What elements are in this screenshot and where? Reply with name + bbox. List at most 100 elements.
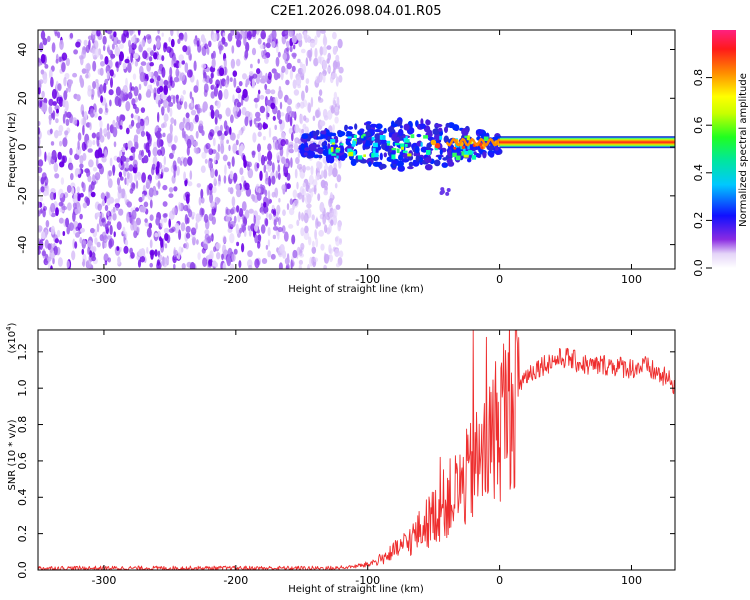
- noise-speck: [224, 42, 228, 47]
- cluster-speck: [470, 144, 474, 151]
- noise-speck: [83, 39, 88, 47]
- noise-speck: [63, 90, 68, 101]
- noise-speck: [281, 225, 286, 234]
- noise-speck: [104, 260, 108, 266]
- cluster-speck: [421, 149, 425, 153]
- noise-speck: [297, 151, 301, 159]
- y-tick-label: -20: [16, 187, 29, 205]
- cluster-hotspot: [405, 136, 408, 140]
- noise-speck: [202, 257, 208, 268]
- noise-speck: [329, 254, 333, 263]
- noise-speck: [143, 201, 149, 208]
- noise-speck: [65, 118, 70, 126]
- noise-speck: [292, 53, 297, 59]
- noise-speck: [106, 123, 110, 131]
- noise-speck: [257, 151, 262, 163]
- noise-speck: [246, 163, 250, 171]
- noise-speck: [313, 257, 319, 263]
- noise-speck: [150, 88, 154, 94]
- noise-speck: [251, 78, 256, 89]
- noise-speck: [221, 253, 224, 260]
- noise-speck: [141, 206, 147, 213]
- noise-speck: [255, 116, 261, 122]
- cluster-hotspot: [466, 135, 470, 141]
- noise-speck: [238, 81, 243, 87]
- noise-speck: [161, 123, 165, 129]
- cluster-hotspot: [464, 151, 470, 156]
- noise-speck: [48, 117, 52, 125]
- noise-speck: [222, 244, 227, 256]
- noise-speck: [134, 106, 140, 114]
- noise-speck: [332, 97, 336, 108]
- cluster-speck: [407, 166, 414, 170]
- cluster-speck: [327, 143, 331, 151]
- noise-speck: [74, 241, 78, 249]
- noise-speck: [220, 143, 225, 154]
- noise-speck: [279, 244, 285, 254]
- noise-speck: [104, 204, 109, 212]
- noise-speck: [120, 94, 126, 103]
- noise-speck: [272, 115, 276, 121]
- noise-speck: [130, 113, 134, 119]
- noise-speck: [156, 161, 160, 170]
- noise-speck: [81, 110, 85, 118]
- noise-speck: [145, 90, 151, 98]
- noise-speck: [131, 36, 136, 43]
- noise-speck: [210, 201, 216, 209]
- noise-speck: [43, 97, 48, 104]
- noise-speck: [124, 193, 127, 203]
- noise-speck: [289, 198, 293, 205]
- noise-speck: [98, 115, 102, 121]
- noise-speck: [71, 250, 76, 261]
- noise-speck: [208, 213, 214, 221]
- noise-speck: [189, 261, 196, 269]
- cluster-speck: [374, 129, 382, 133]
- colorbar-label: Normalized spectral amplitude: [738, 73, 749, 227]
- noise-speck: [91, 94, 94, 100]
- noise-speck: [99, 54, 104, 60]
- cluster-speck: [395, 136, 400, 144]
- noise-speck: [257, 58, 260, 64]
- noise-speck: [182, 117, 186, 124]
- noise-speck: [208, 160, 213, 169]
- noise-speck: [245, 110, 251, 118]
- noise-speck: [271, 30, 277, 40]
- noise-speck: [224, 164, 227, 176]
- noise-speck: [38, 159, 44, 167]
- noise-speck: [95, 79, 99, 84]
- noise-speck: [178, 61, 182, 69]
- cluster-speck: [447, 161, 455, 167]
- noise-speck: [198, 196, 202, 206]
- cluster-speck: [354, 123, 358, 130]
- noise-speck: [50, 225, 56, 235]
- noise-speck: [181, 128, 185, 139]
- noise-speck: [324, 253, 330, 264]
- noise-speck: [100, 95, 104, 103]
- noise-speck: [137, 259, 142, 268]
- noise-speck: [38, 79, 44, 85]
- noise-speck: [288, 127, 293, 135]
- noise-speck: [259, 94, 265, 100]
- chart-title: C2E1.2026.098.04.01.R05: [270, 4, 441, 19]
- noise-speck: [103, 45, 106, 52]
- cluster-speck: [452, 149, 460, 154]
- noise-speck: [320, 170, 324, 179]
- noise-speck: [130, 182, 136, 192]
- noise-speck: [210, 91, 215, 99]
- noise-speck: [73, 192, 78, 203]
- noise-speck: [136, 226, 140, 234]
- noise-speck: [268, 213, 272, 221]
- noise-speck: [156, 80, 160, 87]
- noise-speck: [186, 138, 192, 149]
- noise-speck: [326, 45, 332, 50]
- noise-speck: [241, 243, 245, 253]
- noise-speck: [251, 47, 257, 56]
- noise-speck: [216, 252, 221, 260]
- cluster-speck: [391, 123, 398, 128]
- snr-panel: -300 -200 -100 0 100 0.0 0.2 0.4 0.6 0.8 1.0 1.2 H…: [5, 322, 676, 595]
- noise-speck: [254, 103, 258, 109]
- noise-speck: [58, 124, 64, 133]
- noise-speck: [173, 119, 177, 126]
- noise-speck: [44, 64, 49, 69]
- noise-speck: [250, 194, 255, 200]
